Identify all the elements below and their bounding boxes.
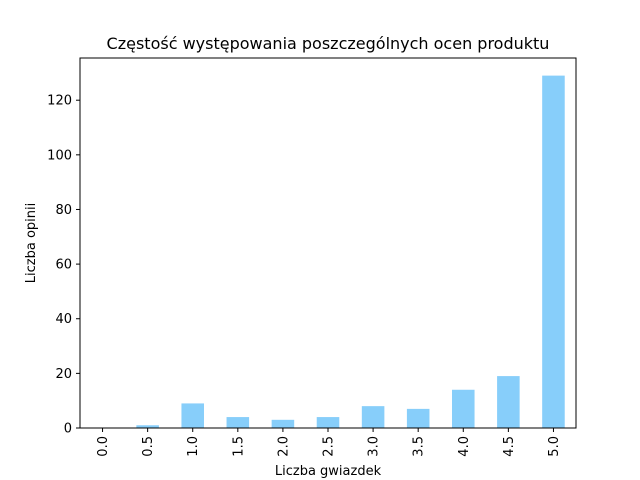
y-tick-label: 120 bbox=[47, 94, 72, 109]
bar-5.0 bbox=[542, 75, 565, 429]
y-axis-label: Liczba opinii bbox=[24, 203, 39, 283]
bar-0.5 bbox=[136, 425, 159, 428]
x-tick-label: 1.0 bbox=[186, 436, 201, 457]
x-axis-ticks: 0.0 0.5 1.0 1.5 2.0 2.5 3.0 3.5 4.0 4.5 5.0 bbox=[96, 428, 562, 457]
chart-title: Częstość występowania poszczególnych oce… bbox=[107, 34, 550, 53]
bar-3.0 bbox=[361, 406, 385, 428]
x-tick-label: 0.0 bbox=[96, 436, 111, 457]
y-tick-label: 20 bbox=[55, 367, 72, 382]
x-tick-label: 2.0 bbox=[276, 436, 291, 457]
x-axis-label: Liczba gwiazdek bbox=[275, 464, 382, 479]
y-tick-label: 40 bbox=[55, 312, 72, 327]
x-tick-label: 1.5 bbox=[231, 436, 246, 457]
bar-3.5 bbox=[406, 408, 430, 428]
x-tick-label: 5.0 bbox=[547, 436, 562, 457]
bar-1.0 bbox=[181, 403, 204, 428]
y-tick-label: 0 bbox=[64, 422, 72, 437]
y-tick-label: 60 bbox=[55, 258, 72, 273]
bar-2.5 bbox=[316, 417, 340, 428]
x-tick-label: 3.0 bbox=[367, 436, 382, 457]
plot-frame bbox=[79, 57, 577, 429]
x-tick-label: 4.0 bbox=[457, 436, 472, 457]
y-tick-label: 100 bbox=[47, 148, 72, 163]
bar-4.5 bbox=[497, 376, 520, 428]
bar-1.5 bbox=[226, 417, 250, 428]
bar-2.0 bbox=[271, 419, 295, 428]
y-tick-label: 80 bbox=[55, 203, 72, 218]
x-tick-label: 4.5 bbox=[502, 436, 517, 457]
x-tick-label: 3.5 bbox=[412, 436, 427, 457]
y-axis-ticks: 0 20 40 60 80 100 120 bbox=[47, 94, 80, 437]
bar-4.0 bbox=[452, 389, 475, 428]
x-tick-label: 2.5 bbox=[322, 436, 337, 457]
x-tick-label: 0.5 bbox=[141, 436, 156, 457]
bars-group bbox=[136, 75, 565, 429]
